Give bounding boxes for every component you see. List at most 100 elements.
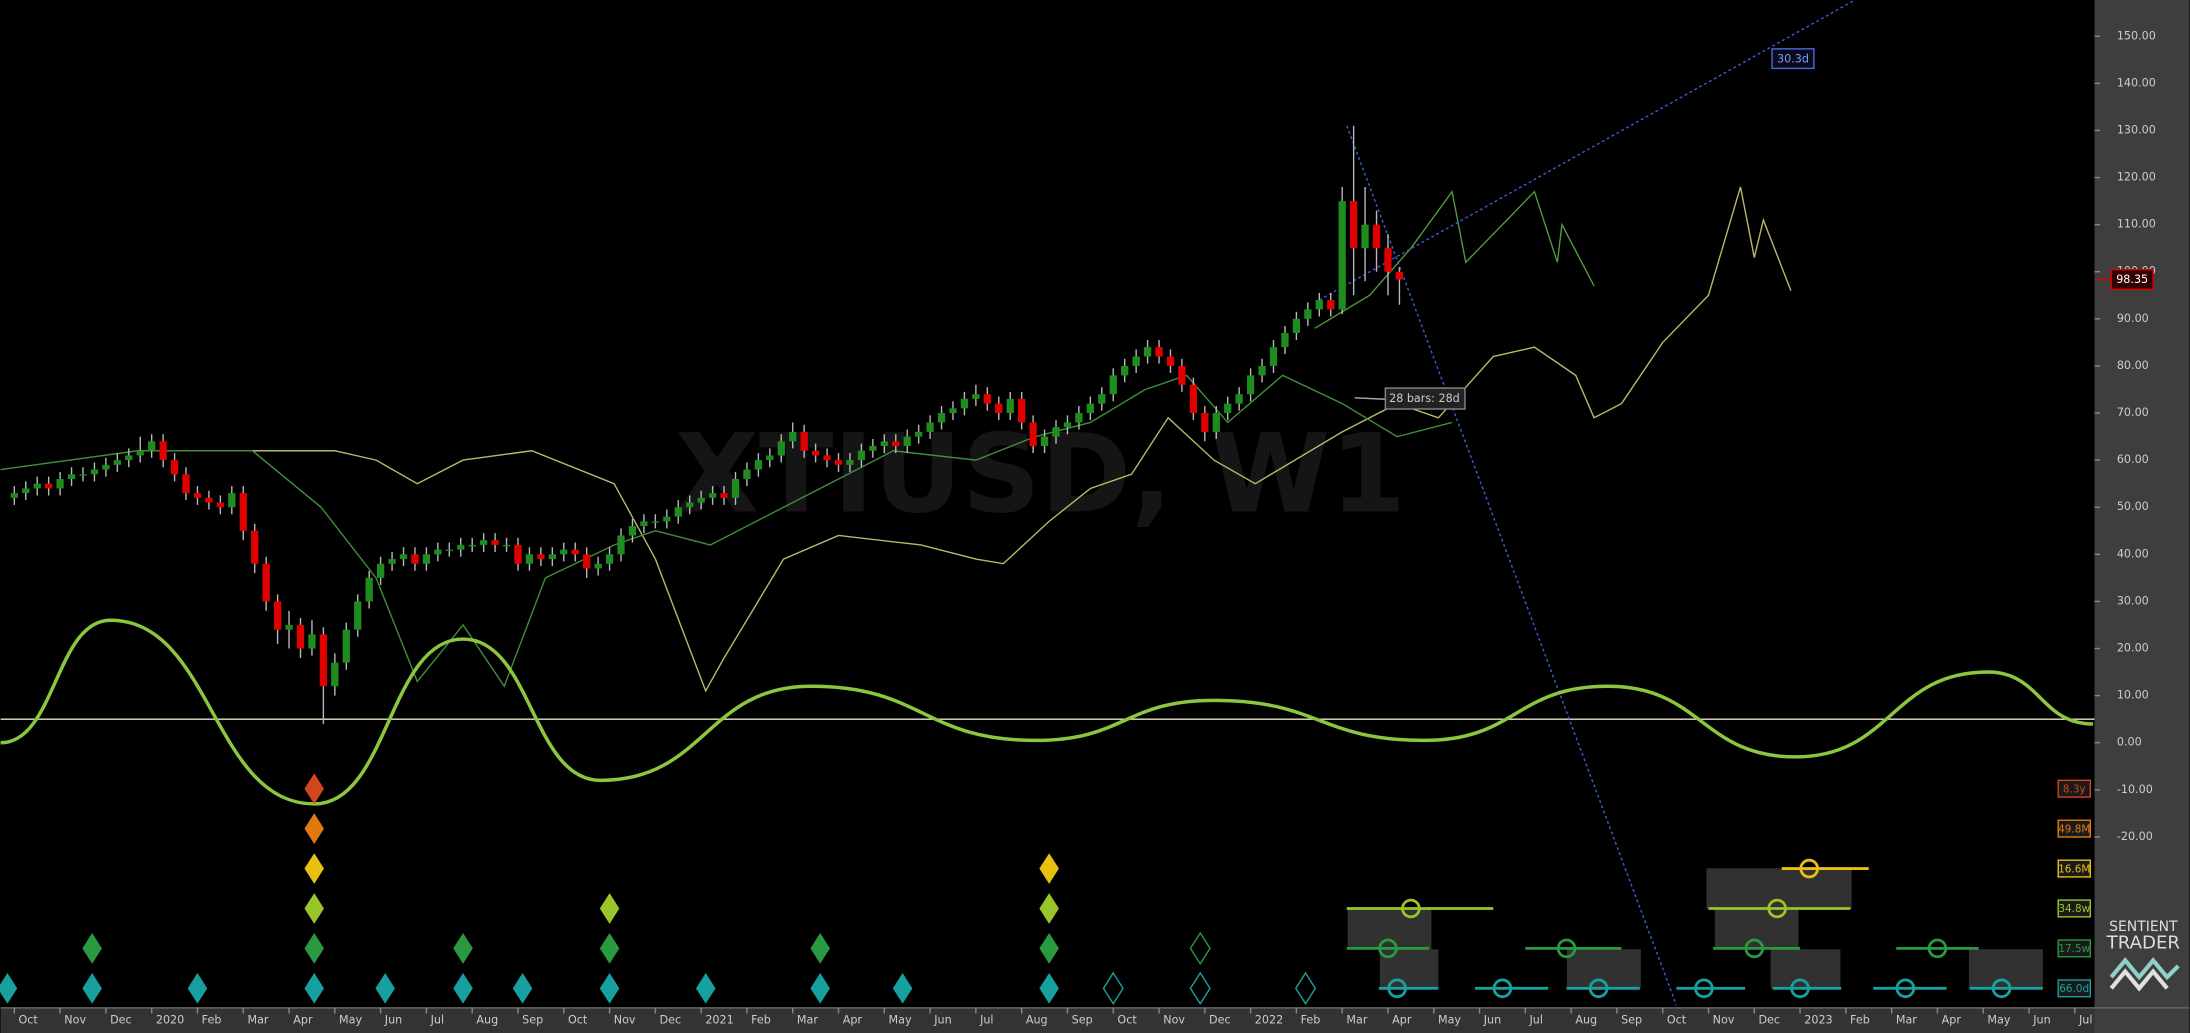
- cycle-label: 17.5w: [2058, 943, 2090, 955]
- candle-body: [1132, 356, 1140, 366]
- candle-body: [1029, 422, 1037, 447]
- candle-body: [1372, 224, 1381, 249]
- annotation: 28 bars: 28d: [1389, 392, 1460, 405]
- candle-body: [342, 629, 350, 663]
- x-tick-label: Apr: [1392, 1013, 1412, 1026]
- candle-body: [892, 441, 900, 447]
- cycle-label-box: [2057, 779, 2092, 798]
- candle-body: [79, 474, 87, 476]
- y-tick-label: -20.00: [2117, 830, 2153, 843]
- x-tick-label: May: [1987, 1013, 2010, 1026]
- candle-body: [1098, 394, 1106, 404]
- logo-icon: [2109, 968, 2169, 992]
- candle-body: [1063, 422, 1072, 428]
- x-tick-label: Dec: [1758, 1013, 1780, 1026]
- projection-point: [1991, 978, 2012, 999]
- x-tick-label: Nov: [1713, 1013, 1735, 1026]
- candle-body: [1121, 365, 1129, 376]
- logo-icon: [2109, 957, 2180, 981]
- price-axis: [2094, 0, 2190, 1033]
- candle-body: [1361, 224, 1369, 249]
- x-tick-label: Dec: [1209, 1013, 1231, 1026]
- cycle-trough-projected: [1189, 931, 1211, 966]
- x-tick-label: Sep: [1621, 1013, 1642, 1026]
- candle-body: [1212, 413, 1220, 432]
- candle-body: [617, 535, 625, 555]
- candle-body: [743, 469, 751, 479]
- projection-box: [1706, 868, 1852, 909]
- candle-body: [640, 521, 648, 527]
- candle-body: [228, 493, 236, 508]
- cycle-label: 34.8w: [2058, 903, 2090, 915]
- candle-body: [754, 460, 763, 470]
- cycle-label: 49.8M: [2058, 823, 2090, 835]
- cycle-label: 16.6M: [2058, 863, 2090, 875]
- projection-point: [1492, 978, 1513, 999]
- y-tick-label: 20.00: [2117, 642, 2149, 655]
- candle-body: [251, 530, 259, 564]
- candle-body: [1052, 427, 1060, 437]
- candle-body: [399, 554, 408, 560]
- candle-body: [422, 554, 431, 564]
- x-tick-label: Jun: [1483, 1013, 1501, 1026]
- candle-body: [525, 554, 534, 564]
- cycle-trough: [304, 933, 325, 964]
- candle-body: [708, 493, 717, 498]
- candle-body: [514, 544, 522, 564]
- x-tick-label: Jun: [2032, 1013, 2050, 1026]
- candle-body: [148, 441, 156, 451]
- x-tick-label: May: [339, 1013, 362, 1026]
- projection-line: [0, 374, 1453, 688]
- cycle-label-box: [2057, 899, 2092, 918]
- x-tick-label: Aug: [1575, 1013, 1597, 1026]
- cycle-trough: [304, 893, 325, 924]
- plot-area: [0, 0, 2095, 1008]
- candle-body: [937, 413, 946, 423]
- candle-body: [663, 516, 671, 522]
- x-tick-label: Feb: [202, 1013, 222, 1026]
- cycle-label-box: [2057, 819, 2092, 838]
- candle-body: [720, 493, 728, 498]
- x-tick-label: Sep: [1072, 1013, 1093, 1026]
- candle-body: [354, 601, 362, 630]
- candle-body: [583, 554, 591, 569]
- y-tick-label: 0.00: [2117, 736, 2142, 749]
- projection-point: [1790, 978, 1810, 999]
- candle-body: [548, 554, 556, 560]
- y-tick-label: 40.00: [2117, 547, 2149, 560]
- x-tick-label: Jul: [2078, 1013, 2092, 1026]
- x-tick-label: 2023: [1804, 1013, 1832, 1026]
- candle-body: [995, 403, 1003, 414]
- candle-body: [239, 493, 247, 531]
- x-tick-label: Jul: [1529, 1013, 1543, 1026]
- candle-body: [983, 394, 991, 404]
- projection-point: [1799, 858, 1820, 879]
- candle-body: [1143, 347, 1152, 357]
- projection-point: [1694, 978, 1714, 999]
- candle-body: [1281, 332, 1289, 348]
- candle-body: [491, 540, 499, 545]
- candle-body: [273, 601, 282, 630]
- candle-body: [560, 549, 568, 555]
- candle-body: [1006, 398, 1014, 414]
- candle-body: [1327, 300, 1335, 310]
- candle-body: [1075, 413, 1083, 423]
- candle-body: [457, 544, 465, 550]
- x-tick-label: Feb: [1850, 1013, 1870, 1026]
- x-tick-label: Feb: [1301, 1013, 1321, 1026]
- annotation-box: [1384, 387, 1466, 410]
- x-tick-label: Aug: [476, 1013, 498, 1026]
- candle-body: [1201, 413, 1209, 432]
- x-tick-label: Aug: [1026, 1013, 1048, 1026]
- x-tick-label: Oct: [1667, 1013, 1687, 1026]
- y-tick-label: 80.00: [2117, 359, 2149, 372]
- cycle-trough: [82, 933, 102, 964]
- candle-body: [1315, 300, 1323, 310]
- y-tick-label: 110.00: [2117, 218, 2156, 231]
- candle-body: [1246, 375, 1255, 395]
- candle-body: [949, 408, 957, 414]
- x-tick-label: Nov: [64, 1013, 86, 1026]
- candle-body: [1086, 403, 1094, 414]
- candle-body: [1304, 309, 1312, 319]
- candle-body: [125, 455, 133, 461]
